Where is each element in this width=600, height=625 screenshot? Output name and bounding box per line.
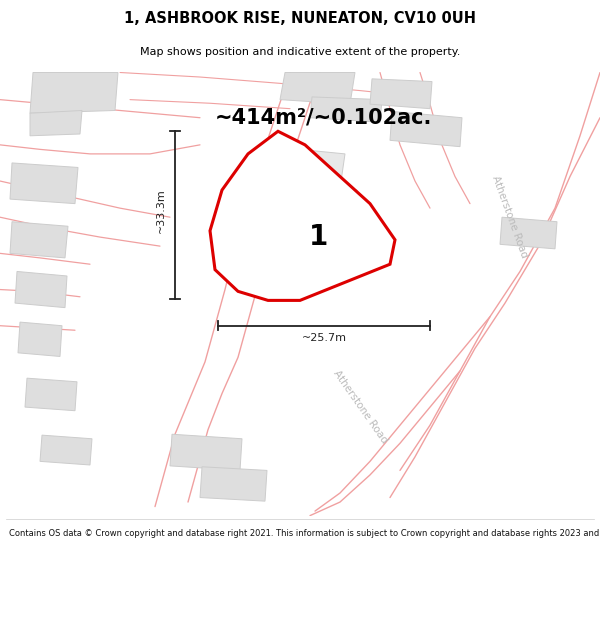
Polygon shape bbox=[500, 217, 557, 249]
Polygon shape bbox=[370, 79, 432, 109]
Text: 1, ASHBROOK RISE, NUNEATON, CV10 0UH: 1, ASHBROOK RISE, NUNEATON, CV10 0UH bbox=[124, 11, 476, 26]
Polygon shape bbox=[18, 322, 62, 356]
Polygon shape bbox=[30, 72, 118, 113]
Text: ~414m²/~0.102ac.: ~414m²/~0.102ac. bbox=[215, 107, 433, 127]
Polygon shape bbox=[15, 271, 67, 308]
Text: ~25.7m: ~25.7m bbox=[302, 333, 347, 343]
Text: Ashbrook Rise: Ashbrook Rise bbox=[244, 208, 276, 281]
Text: Contains OS data © Crown copyright and database right 2021. This information is : Contains OS data © Crown copyright and d… bbox=[9, 529, 600, 538]
Polygon shape bbox=[285, 183, 357, 224]
Polygon shape bbox=[200, 467, 267, 501]
Polygon shape bbox=[30, 111, 82, 136]
Polygon shape bbox=[40, 435, 92, 465]
Text: ~33.3m: ~33.3m bbox=[156, 188, 166, 232]
Polygon shape bbox=[170, 434, 242, 471]
Text: Atherstone Road: Atherstone Road bbox=[331, 369, 389, 446]
Polygon shape bbox=[270, 147, 345, 188]
Polygon shape bbox=[25, 378, 77, 411]
Polygon shape bbox=[210, 131, 395, 301]
Polygon shape bbox=[390, 111, 462, 147]
Text: Map shows position and indicative extent of the property.: Map shows position and indicative extent… bbox=[140, 48, 460, 58]
Polygon shape bbox=[10, 163, 78, 204]
Text: 1: 1 bbox=[308, 223, 328, 251]
Polygon shape bbox=[280, 72, 355, 104]
Polygon shape bbox=[310, 97, 382, 122]
Polygon shape bbox=[10, 222, 68, 258]
Text: Atherstone Road: Atherstone Road bbox=[490, 175, 530, 259]
